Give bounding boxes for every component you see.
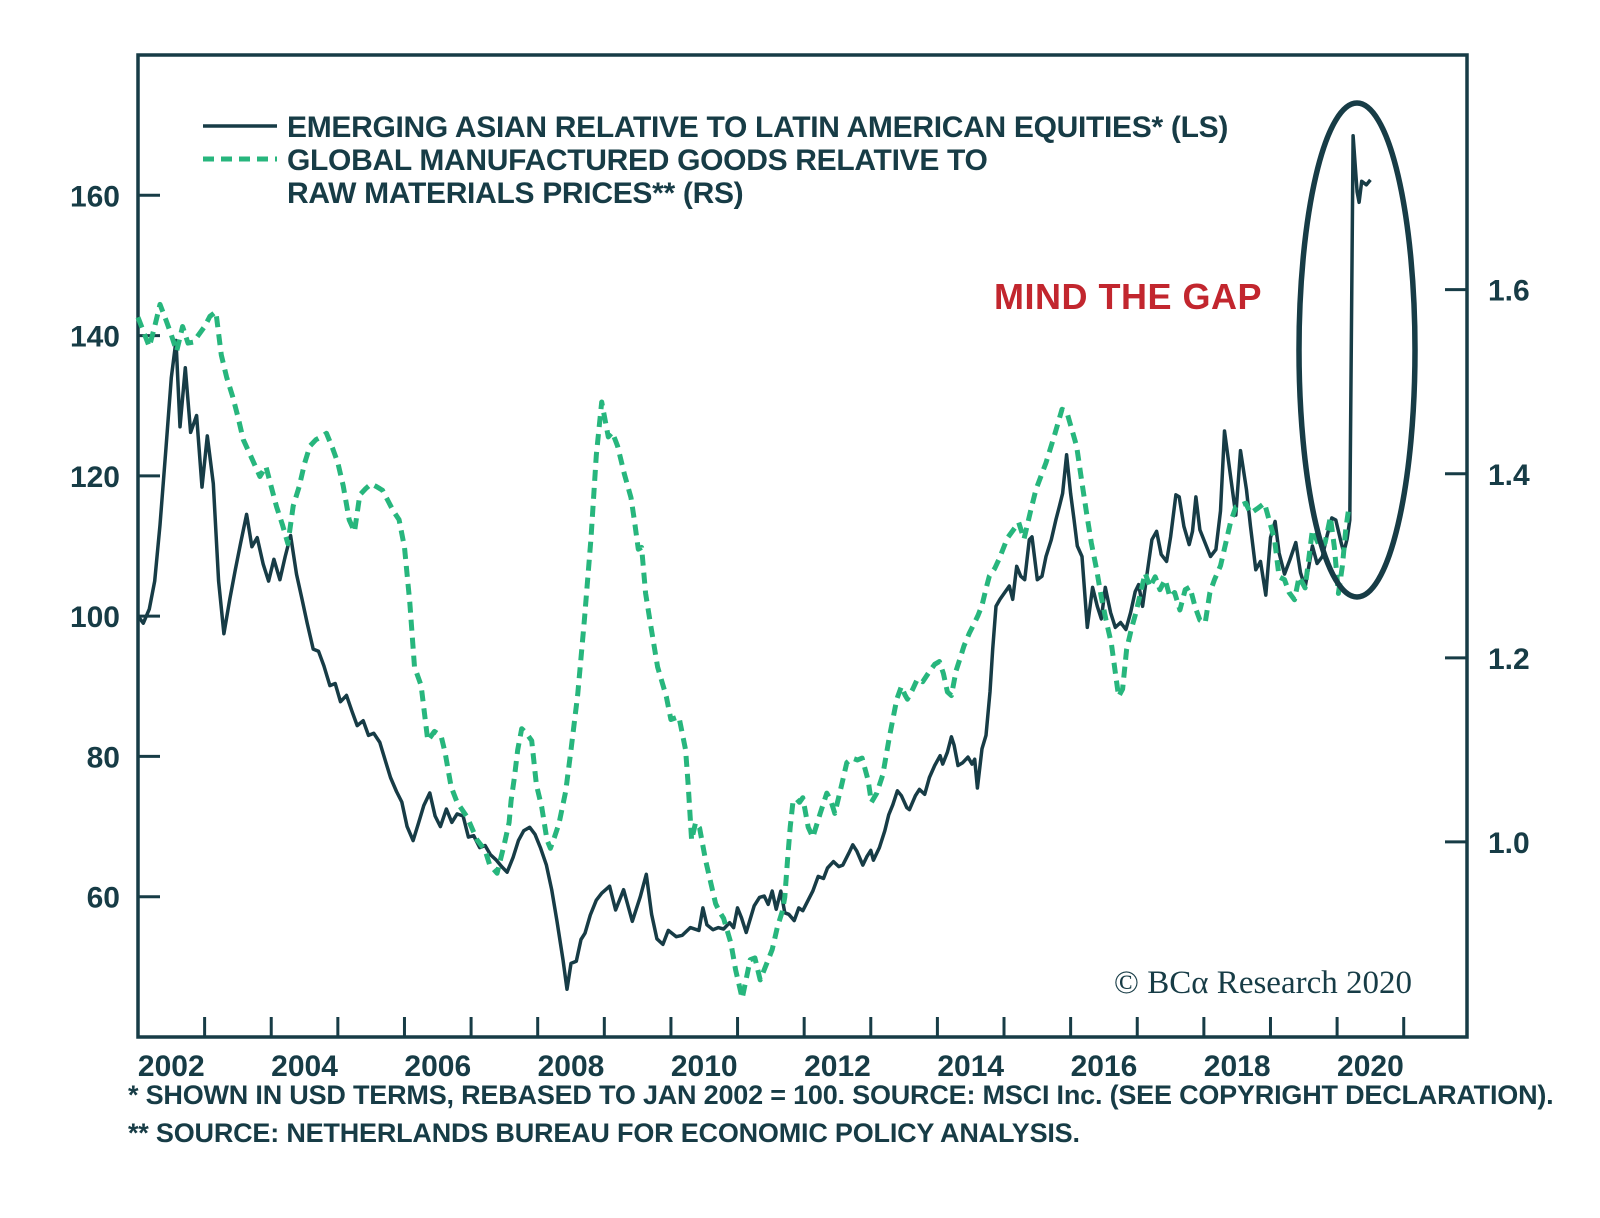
left-axis-tick-label: 100 [70, 601, 120, 634]
legend-label-series1: EMERGING ASIAN RELATIVE TO LATIN AMERICA… [287, 111, 1228, 144]
right-axis-tick-label: 1.4 [1488, 459, 1530, 492]
x-axis-year-label: 2002 [138, 1050, 205, 1083]
x-axis-year-label: 2012 [804, 1050, 871, 1083]
right-axis-tick-label: 1.0 [1488, 827, 1530, 860]
mind-the-gap-annotation: MIND THE GAP [994, 276, 1262, 317]
left-axis-tick-label: 140 [70, 321, 120, 354]
right-axis-tick-label: 1.6 [1488, 275, 1530, 308]
axis-ticks [138, 193, 1467, 1037]
x-axis-year-label: 2020 [1337, 1050, 1404, 1083]
x-axis-year-label: 2010 [671, 1050, 738, 1083]
left-axis-tick-label: 120 [70, 461, 120, 494]
x-axis-year-label: 2006 [404, 1050, 471, 1083]
right-axis-tick-label: 1.2 [1488, 643, 1530, 676]
x-axis-year-label: 2004 [271, 1050, 338, 1083]
x-axis-year-label: 2014 [937, 1050, 1004, 1083]
footnote-1: * SHOWN IN USD TERMS, REBASED TO JAN 200… [128, 1080, 1553, 1110]
legend: EMERGING ASIAN RELATIVE TO LATIN AMERICA… [203, 111, 1228, 210]
data-series [135, 133, 1372, 1001]
axis-tick-labels: 160 140 120 100 80 60 1.6 1.4 1.2 1.0 2002 2004 2006… [70, 180, 1530, 1083]
copyright-watermark: © BCα Research 2020 [1114, 965, 1412, 1001]
series-line-1 [136, 133, 1372, 992]
x-axis-year-label: 2016 [1071, 1050, 1138, 1083]
plot-border [136, 53, 1469, 1039]
x-axis-year-label: 2018 [1204, 1050, 1271, 1083]
series-line-2 [135, 301, 1351, 1001]
left-axis-tick-label: 60 [87, 882, 120, 915]
footnote-2: ** SOURCE: NETHERLANDS BUREAU FOR ECONOM… [128, 1118, 1080, 1148]
left-axis-tick-label: 80 [87, 741, 120, 774]
highlight-ellipse [1296, 100, 1418, 600]
x-axis-year-label: 2008 [538, 1050, 605, 1083]
legend-label-series2-line1: GLOBAL MANUFACTURED GOODS RELATIVE TO [287, 144, 988, 177]
legend-label-series2-line2: RAW MATERIALS PRICES** (RS) [287, 177, 743, 210]
left-axis-tick-label: 160 [70, 180, 120, 213]
